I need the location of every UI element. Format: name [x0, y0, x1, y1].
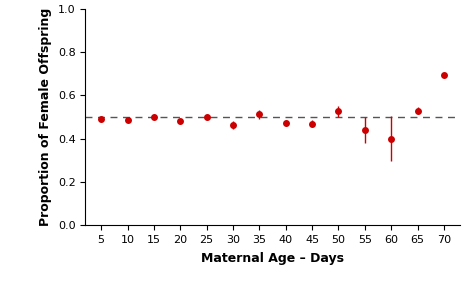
Y-axis label: Proportion of Female Offspring: Proportion of Female Offspring	[39, 8, 52, 226]
X-axis label: Maternal Age – Days: Maternal Age – Days	[201, 252, 344, 265]
